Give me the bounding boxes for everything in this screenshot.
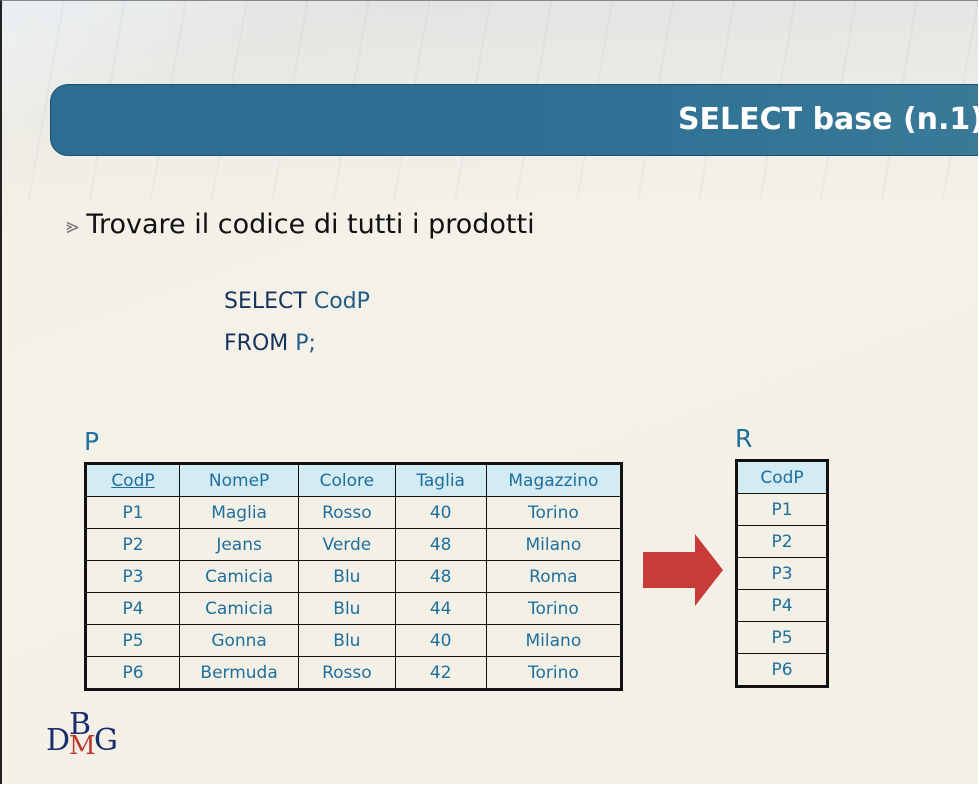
table-cell: Jeans bbox=[178, 528, 300, 561]
sql-keyword: FROM bbox=[224, 331, 289, 356]
logo-letter: M bbox=[69, 731, 96, 761]
table-r: CodP P1 P2 P3 P4 P5 P6 bbox=[735, 459, 829, 688]
table-cell: Torino bbox=[485, 496, 623, 529]
slide-title: SELECT base (n.1) bbox=[677, 102, 978, 137]
table-cell: Blu bbox=[298, 592, 396, 625]
table-cell: P4 bbox=[85, 592, 180, 625]
title-band bbox=[50, 84, 978, 156]
table-row: P4 Camicia Blu 44 Torino bbox=[85, 592, 623, 625]
table-cell: P3 bbox=[85, 560, 180, 593]
table-cell: Maglia bbox=[178, 496, 300, 529]
table-cell: Torino bbox=[485, 592, 623, 625]
table-row: P6 bbox=[736, 653, 828, 687]
table-cell: Torino bbox=[485, 656, 623, 690]
table-cell: Milano bbox=[485, 528, 623, 561]
table-cell: Blu bbox=[298, 560, 396, 593]
table-cell: Rosso bbox=[298, 496, 396, 529]
table-cell: P4 bbox=[736, 589, 828, 622]
table-cell: 44 bbox=[394, 592, 487, 625]
column-header: Colore bbox=[298, 463, 396, 497]
table-cell: Camicia bbox=[178, 560, 300, 593]
bullet-text: Trovare il codice di tutti i prodotti bbox=[86, 209, 535, 240]
bullet: ⪢ Trovare il codice di tutti i prodotti bbox=[66, 209, 535, 240]
column-header: CodP bbox=[736, 460, 828, 494]
table-cell: Milano bbox=[485, 624, 623, 657]
table-row: P5 Gonna Blu 40 Milano bbox=[85, 624, 623, 657]
sql-keyword: SELECT bbox=[224, 289, 307, 314]
column-header: CodP bbox=[85, 463, 180, 497]
table-cell: Blu bbox=[298, 624, 396, 657]
table-row: P2 Jeans Verde 48 Milano bbox=[85, 528, 623, 561]
logo-letter: G bbox=[94, 723, 118, 758]
header-row: CodP NomeP Colore Taglia Magazzino bbox=[85, 463, 623, 497]
table-cell: P2 bbox=[85, 528, 180, 561]
table-cell: 48 bbox=[394, 560, 487, 593]
logo-letter: B bbox=[69, 707, 92, 742]
sql-line: SELECT CodP bbox=[224, 289, 370, 314]
sql-line: FROM P; bbox=[224, 331, 316, 356]
table-cell: P6 bbox=[736, 653, 828, 687]
table-cell: Gonna bbox=[178, 624, 300, 657]
logo-letter: D bbox=[46, 723, 71, 758]
table-row: P5 bbox=[736, 621, 828, 654]
table-cell: 48 bbox=[394, 528, 487, 561]
table-row: P3 bbox=[736, 557, 828, 590]
arrow bbox=[643, 534, 723, 606]
table-cell: Verde bbox=[298, 528, 396, 561]
table-row: P6 Bermuda Rosso 42 Torino bbox=[85, 656, 623, 690]
column-header: NomeP bbox=[178, 463, 300, 497]
column-header: Taglia bbox=[394, 463, 487, 497]
column-header: Magazzino bbox=[485, 463, 623, 497]
table-name: P bbox=[84, 427, 100, 456]
table-cell: Camicia bbox=[178, 592, 300, 625]
bullet-icon: ⪢ bbox=[66, 214, 79, 239]
table-cell: P2 bbox=[736, 525, 828, 558]
sql-text: CodP bbox=[313, 289, 370, 314]
table-row: P1 Maglia Rosso 40 Torino bbox=[85, 496, 623, 529]
table-cell: 40 bbox=[394, 496, 487, 529]
header-row: CodP bbox=[736, 460, 828, 494]
table-row: P1 bbox=[736, 493, 828, 526]
table-p: CodP NomeP Colore Taglia Magazzino P1 Maglia Ro… bbox=[84, 462, 623, 691]
table-row: P3 Camicia Blu 48 Roma bbox=[85, 560, 623, 593]
table-cell: Roma bbox=[485, 560, 623, 593]
table-cell: Rosso bbox=[298, 656, 396, 690]
table-cell: P1 bbox=[736, 493, 828, 526]
table-cell: 42 bbox=[394, 656, 487, 690]
table-cell: P3 bbox=[736, 557, 828, 590]
table-cell: P1 bbox=[85, 496, 180, 529]
sql-text: P; bbox=[295, 331, 316, 356]
table-cell: 40 bbox=[394, 624, 487, 657]
table-row: P2 bbox=[736, 525, 828, 558]
table-name: R bbox=[735, 424, 753, 453]
table-cell: P5 bbox=[736, 621, 828, 654]
table-cell: P6 bbox=[85, 656, 180, 690]
table-row: P4 bbox=[736, 589, 828, 622]
table-cell: Bermuda bbox=[178, 656, 300, 690]
table-cell: P5 bbox=[85, 624, 180, 657]
